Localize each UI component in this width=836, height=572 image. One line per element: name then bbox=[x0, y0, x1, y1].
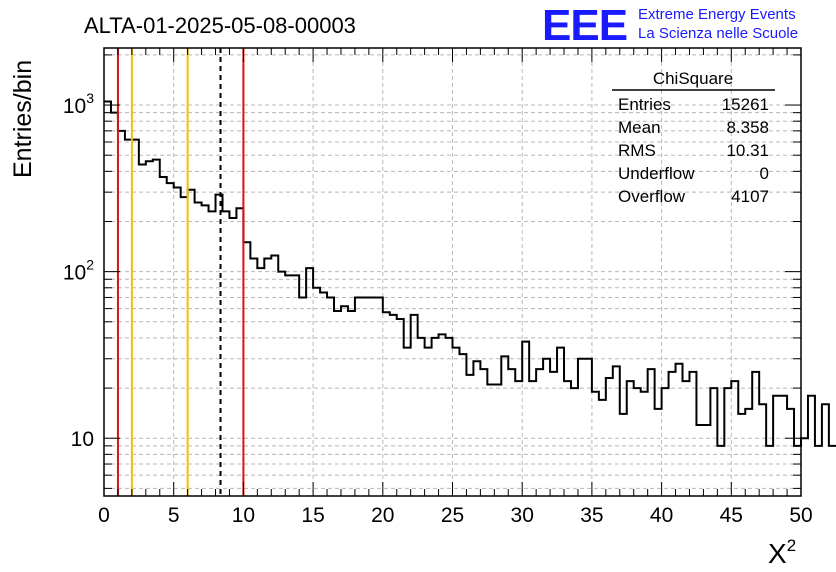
y-tick-label: 102 bbox=[63, 257, 94, 285]
histogram-layer bbox=[104, 100, 836, 447]
stats-rows: Entries 15261 Mean 8.358 RMS 10.31 Underflow 0 O… bbox=[618, 95, 769, 206]
x-tick-label: 20 bbox=[371, 504, 394, 527]
stats-value: 15261 bbox=[722, 95, 769, 114]
x-axis-label-sup: 2 bbox=[787, 536, 796, 555]
y-tick-label-exp: 2 bbox=[86, 257, 94, 273]
x-axis-label: X bbox=[768, 538, 787, 569]
x-axis-title: X2 bbox=[768, 536, 796, 569]
stats-value: 0 bbox=[760, 164, 769, 183]
y-tick-label-base: 10 bbox=[63, 95, 86, 118]
eee-logo: EEE Extreme Energy Events La Scienza nel… bbox=[542, 1, 798, 50]
logo-mark: EEE bbox=[542, 1, 627, 50]
svg-text:X2: X2 bbox=[768, 536, 796, 569]
x-tick-labels: 0 5 10 15 20 25 30 35 40 45 50 bbox=[98, 504, 813, 527]
stats-value: 4107 bbox=[731, 187, 769, 206]
x-tick-label: 15 bbox=[301, 504, 324, 527]
x-tick-label: 35 bbox=[580, 504, 603, 527]
x-tick-label: 45 bbox=[720, 504, 743, 527]
x-tick-label: 25 bbox=[441, 504, 464, 527]
y-tick-label: 10 bbox=[71, 428, 94, 451]
frame-layer bbox=[103, 47, 802, 497]
y-tick-label-base: 10 bbox=[71, 428, 94, 451]
stats-box: ChiSquare Entries 15261 Mean 8.358 RMS 10.31 U… bbox=[612, 69, 775, 206]
stats-label: Underflow bbox=[618, 164, 695, 183]
y-tick-label-exp: 3 bbox=[86, 90, 94, 106]
chart-title: ALTA-01-2025-05-08-00003 bbox=[84, 13, 356, 38]
histogram-series bbox=[104, 100, 836, 447]
y-tick-label: 103 bbox=[63, 90, 94, 118]
x-tick-label: 40 bbox=[650, 504, 673, 527]
x-tick-label: 5 bbox=[168, 504, 180, 527]
stats-value: 10.31 bbox=[726, 141, 769, 160]
stats-label: RMS bbox=[618, 141, 656, 160]
stats-label: Entries bbox=[618, 95, 671, 114]
y-axis-title: Entries/bin bbox=[9, 60, 37, 178]
stats-value: 8.358 bbox=[726, 118, 769, 137]
logo-line2: La Scienza nelle Scuole bbox=[638, 25, 798, 42]
stats-label: Mean bbox=[618, 118, 661, 137]
x-tick-label: 0 bbox=[98, 504, 110, 527]
y-tick-label-base: 10 bbox=[63, 262, 86, 285]
x-tick-label: 30 bbox=[511, 504, 534, 527]
x-tick-label: 50 bbox=[789, 504, 812, 527]
stats-label: Overflow bbox=[618, 187, 686, 206]
logo-line1: Extreme Energy Events bbox=[638, 6, 796, 23]
stats-title: ChiSquare bbox=[653, 69, 733, 88]
x-tick-label: 10 bbox=[232, 504, 255, 527]
